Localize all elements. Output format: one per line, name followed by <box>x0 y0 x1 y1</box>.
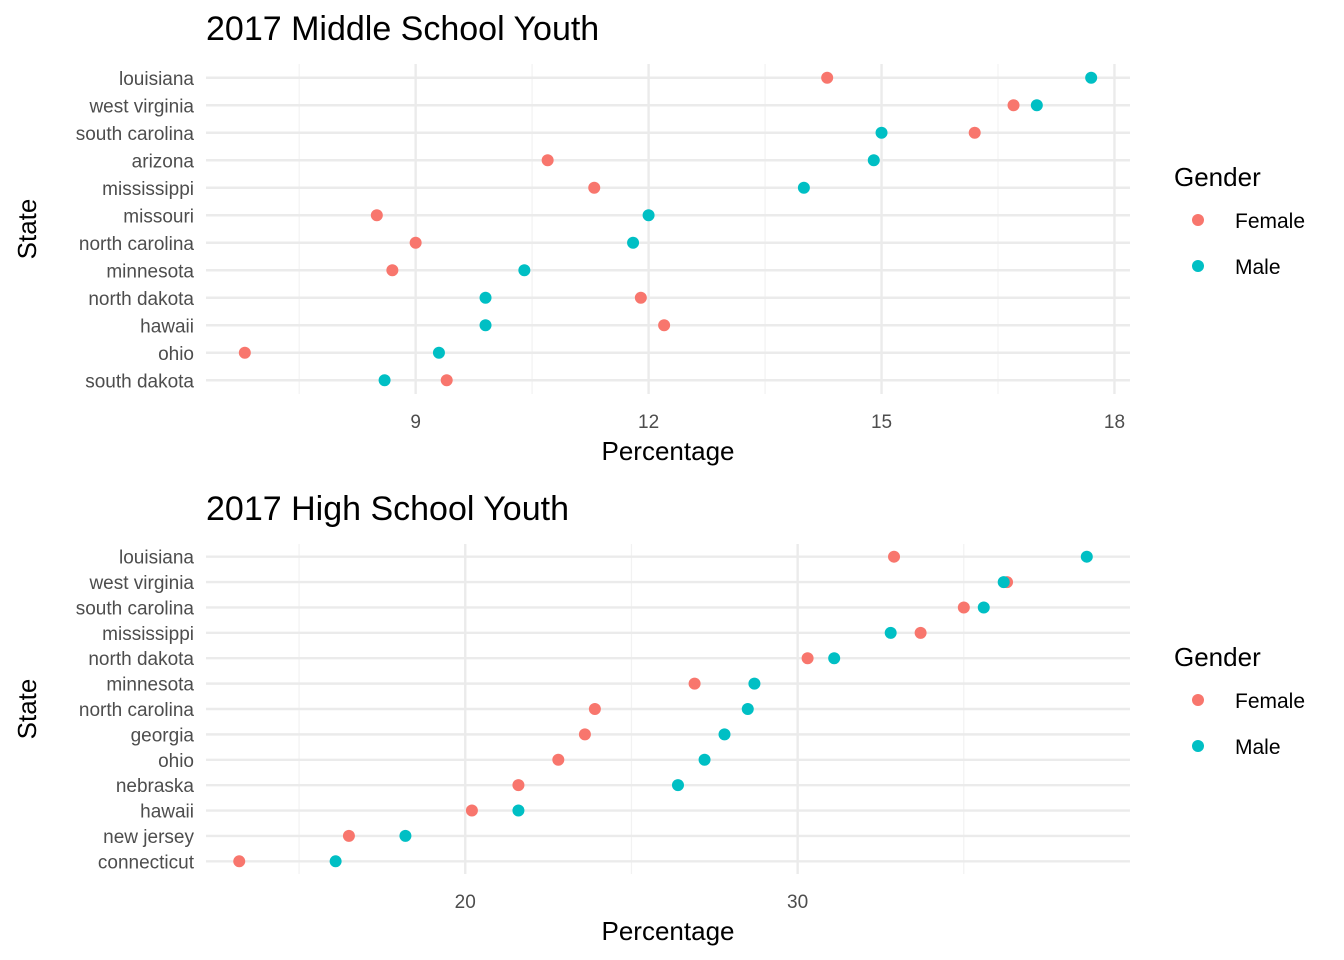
female-point <box>1007 99 1020 112</box>
legend-title: Gender <box>1174 642 1261 672</box>
y-tick-label: new jersey <box>103 827 194 848</box>
male-point <box>977 601 990 614</box>
male-point <box>1080 550 1093 563</box>
male-point <box>1030 99 1043 112</box>
legend-male-label: Male <box>1235 256 1281 279</box>
y-tick-label: west virginia <box>88 573 194 594</box>
y-tick-label: north carolina <box>79 700 195 721</box>
y-axis-title: State <box>12 679 42 740</box>
y-tick-label: north carolina <box>79 234 195 255</box>
x-tick-label: 20 <box>455 892 476 913</box>
legend-male-key <box>1192 260 1204 272</box>
y-tick-label: south carolina <box>76 124 195 145</box>
y-tick-label: missouri <box>123 206 194 227</box>
female-point <box>409 236 422 249</box>
legend-female-key <box>1192 214 1204 226</box>
male-point <box>875 126 888 139</box>
female-point <box>658 319 671 332</box>
x-tick-label: 15 <box>871 412 892 433</box>
y-tick-label: louisiana <box>119 548 194 569</box>
male-point <box>1085 71 1098 84</box>
male-point <box>748 677 761 690</box>
y-tick-label: hawaii <box>140 802 194 823</box>
female-point <box>634 291 647 304</box>
chart-title: 2017 Middle School Youth <box>206 10 599 48</box>
y-tick-label: ohio <box>158 751 194 772</box>
high-school-chart: 20 30 louisiana west virginia south carolina… <box>12 490 1305 946</box>
male-point <box>642 209 655 222</box>
x-tick-label: 12 <box>638 412 659 433</box>
female-point <box>465 804 478 817</box>
legend-title: Gender <box>1174 162 1261 192</box>
legend-male-key <box>1192 740 1204 752</box>
x-axis-title: Percentage <box>602 436 735 466</box>
x-tick-label: 30 <box>787 892 808 913</box>
male-point <box>997 576 1010 589</box>
male-point <box>329 855 342 868</box>
male-point <box>512 804 525 817</box>
y-tick-label: south dakota <box>85 371 194 392</box>
female-point <box>957 601 970 614</box>
female-point <box>386 264 399 277</box>
male-point <box>698 753 711 766</box>
x-tick-label: 9 <box>410 412 421 433</box>
y-tick-label: hawaii <box>140 316 194 337</box>
female-point <box>233 855 246 868</box>
legend-female-label: Female <box>1235 690 1305 713</box>
female-point <box>238 346 251 359</box>
y-tick-label: mississippi <box>102 624 194 645</box>
y-axis-title: State <box>12 199 42 260</box>
y-tick-label: west virginia <box>88 96 194 117</box>
female-point <box>801 652 814 665</box>
male-point <box>867 154 880 167</box>
y-tick-label: georgia <box>131 725 195 746</box>
female-point <box>370 209 383 222</box>
female-point <box>688 677 701 690</box>
y-tick-label: mississippi <box>102 179 194 200</box>
x-axis-title: Percentage <box>602 916 735 946</box>
y-tick-label: north dakota <box>88 289 194 310</box>
male-point <box>627 236 640 249</box>
y-tick-label: north dakota <box>88 649 194 670</box>
male-point <box>718 728 731 741</box>
female-point <box>821 71 834 84</box>
y-tick-label: south carolina <box>76 598 195 619</box>
male-point <box>479 291 492 304</box>
female-point <box>342 829 355 842</box>
male-point <box>828 652 841 665</box>
male-point <box>671 779 684 792</box>
y-tick-label: arizona <box>132 151 195 172</box>
female-point <box>588 181 601 194</box>
chart-title: 2017 High School Youth <box>206 490 569 528</box>
y-tick-label: minnesota <box>106 261 194 282</box>
legend-female-label: Female <box>1235 210 1305 233</box>
female-point <box>578 728 591 741</box>
y-tick-label: minnesota <box>106 675 194 696</box>
middle-school-chart: 9 12 15 18 louisiana west virginia south carol… <box>12 10 1305 466</box>
female-point <box>552 753 565 766</box>
legend-female-key <box>1192 694 1204 706</box>
female-point <box>888 550 901 563</box>
male-point <box>741 703 754 715</box>
male-point <box>399 829 412 842</box>
legend-male-label: Male <box>1235 736 1281 759</box>
female-point <box>440 374 453 387</box>
y-tick-label: louisiana <box>119 69 194 90</box>
female-point <box>968 126 981 139</box>
male-point <box>432 346 445 359</box>
male-point <box>884 626 897 639</box>
female-point <box>512 779 525 792</box>
y-tick-label: ohio <box>158 344 194 365</box>
female-point <box>588 703 601 715</box>
female-point <box>541 154 554 167</box>
y-tick-label: connecticut <box>98 852 195 873</box>
male-point <box>797 181 810 194</box>
male-point <box>479 319 492 332</box>
male-point <box>378 374 391 387</box>
female-point <box>914 626 927 639</box>
y-tick-label: nebraska <box>116 776 195 797</box>
male-point <box>518 264 531 277</box>
x-tick-label: 18 <box>1104 412 1125 433</box>
